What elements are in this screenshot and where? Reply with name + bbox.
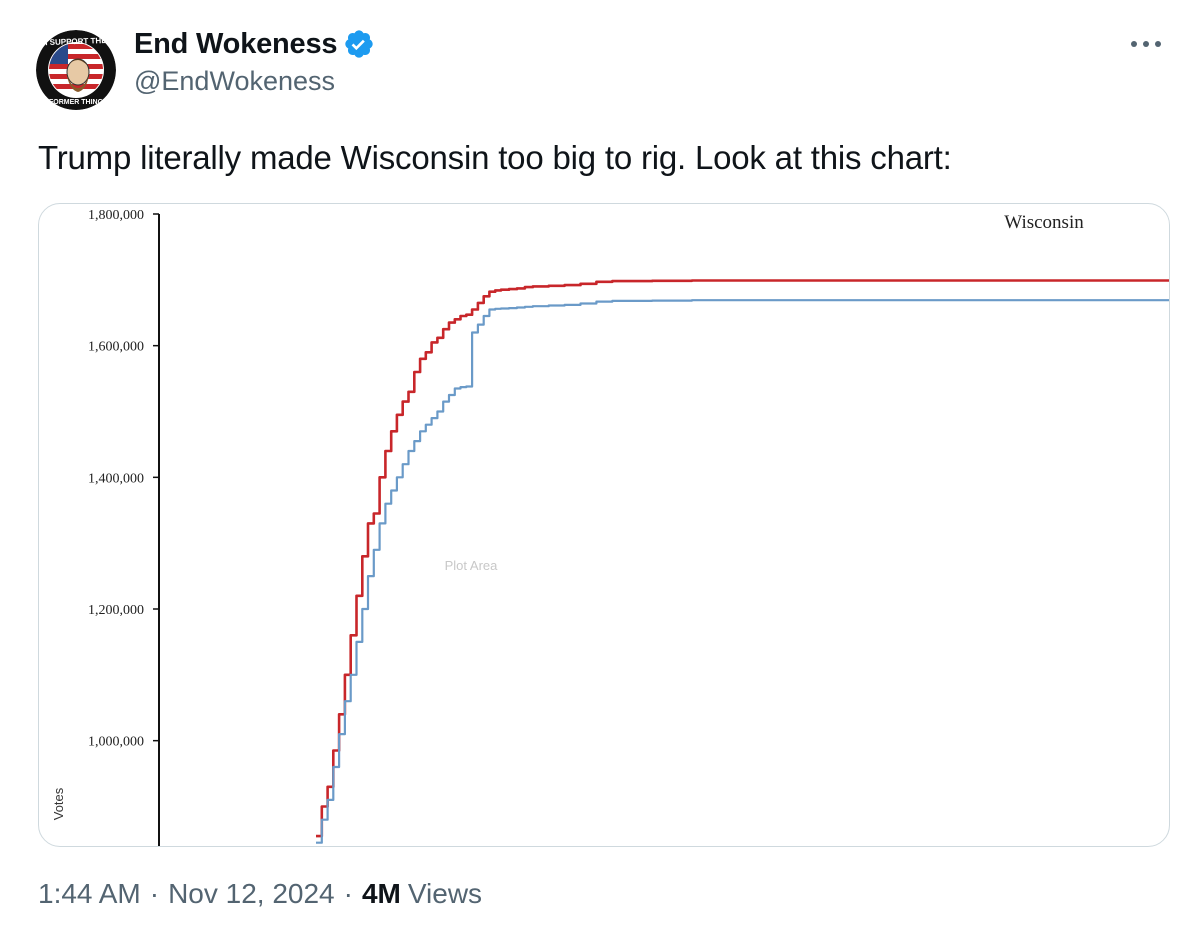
chart-title: Wisconsin	[1004, 212, 1084, 233]
author-handle[interactable]: @EndWokeness	[134, 66, 336, 96]
wisconsin-vote-chart: 1,000,000 1,200,000 1,400,000 1,600,000 1,80…	[51, 208, 1169, 846]
tweet-media-chart[interactable]: 1,000,000 1,200,000 1,400,000 1,600,000 1,80…	[38, 203, 1170, 847]
avatar-arc-bottom: FORMER THING	[49, 99, 104, 106]
y-tick-label: 1,200,000	[88, 603, 144, 618]
y-tick-label: 1,800,000	[88, 208, 144, 223]
series-line-red	[316, 279, 1169, 838]
y-axis-label: Votes	[51, 787, 66, 820]
views-count: 4M	[361, 878, 401, 909]
tweet-date[interactable]: Nov 12, 2024	[168, 878, 335, 909]
display-name-row: End Wokeness	[134, 26, 375, 62]
tweet-time[interactable]: 1:44 AM	[38, 878, 141, 909]
tweet-meta: 1:44 AM · Nov 12, 2024 · 4M Views	[38, 878, 482, 910]
y-tick-label: 1,600,000	[88, 340, 144, 355]
series-line-blue	[316, 299, 1169, 844]
tweet-text: Trump literally made Wisconsin too big t…	[38, 139, 952, 176]
y-tick-label: 1,000,000	[88, 735, 144, 750]
author-display-name[interactable]: End Wokeness	[134, 27, 338, 60]
i-support-the-former-thing-badge-icon: I SUPPORT THE FORMER THING	[36, 30, 116, 110]
verified-badge-icon[interactable]	[343, 28, 375, 60]
more-dots-icon[interactable]	[1126, 28, 1166, 60]
meta-separator: ·	[343, 878, 353, 909]
author-avatar[interactable]: I SUPPORT THE FORMER THING	[36, 30, 116, 110]
plot-area-label: Plot Area	[445, 558, 499, 573]
avatar-arc-top: I SUPPORT THE	[45, 36, 107, 47]
views-label: Views	[407, 878, 483, 909]
meta-separator: ·	[149, 878, 160, 909]
author-info: End Wokeness @EndWokeness	[134, 26, 375, 97]
y-tick-label: 1,400,000	[88, 471, 144, 486]
